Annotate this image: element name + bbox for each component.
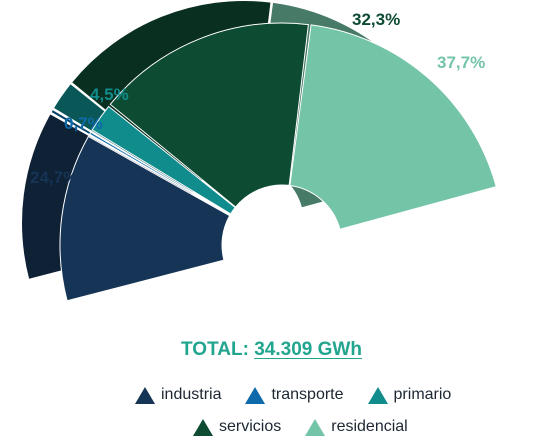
- legend-triangle-icon: [193, 418, 213, 436]
- legend-triangle-icon: [135, 386, 155, 404]
- slice-primario: [91, 105, 236, 215]
- data-label-primario: 4,5%: [90, 85, 129, 104]
- legend-triangle-icon: [367, 386, 388, 404]
- total-label: TOTAL:: [181, 339, 249, 360]
- legend-item-primario: primario: [367, 386, 452, 404]
- total-summary: TOTAL: 34.309 GWh: [0, 339, 543, 361]
- slice-industria: [59, 135, 231, 302]
- legend-item-servicios: servicios: [193, 418, 281, 436]
- chart-slices-layer: [59, 22, 497, 302]
- legend-item-industria: industria: [135, 386, 221, 404]
- legend-label: industria: [161, 386, 222, 403]
- legend-row-1: industria transporte primario: [135, 386, 451, 404]
- data-label-residencial: 37,7%: [437, 53, 485, 72]
- legend-label: transporte: [271, 386, 344, 403]
- data-label-transporte: 0,7%: [64, 114, 103, 133]
- data-label-servicios: 32,3%: [352, 10, 400, 29]
- legend-row-2: servicios residencial: [193, 418, 408, 436]
- legend-triangle-icon: [305, 418, 326, 436]
- chart-labels-layer: 24,7% 0,7% 4,5% 32,3% 37,7%: [30, 10, 485, 187]
- slice-transporte: [88, 131, 232, 216]
- legend-item-transporte: transporte: [245, 386, 344, 404]
- legend-label: primario: [393, 386, 452, 403]
- legend-label: servicios: [219, 418, 282, 435]
- slice-residencial: [289, 24, 497, 230]
- data-label-industria: 24,7%: [30, 168, 78, 187]
- total-value: 34.309 GWh: [254, 339, 362, 360]
- slice-servicios: [109, 22, 309, 208]
- legend-item-residencial: residencial: [305, 418, 408, 436]
- legend-triangle-icon: [245, 386, 266, 404]
- legend-label: residencial: [331, 418, 408, 435]
